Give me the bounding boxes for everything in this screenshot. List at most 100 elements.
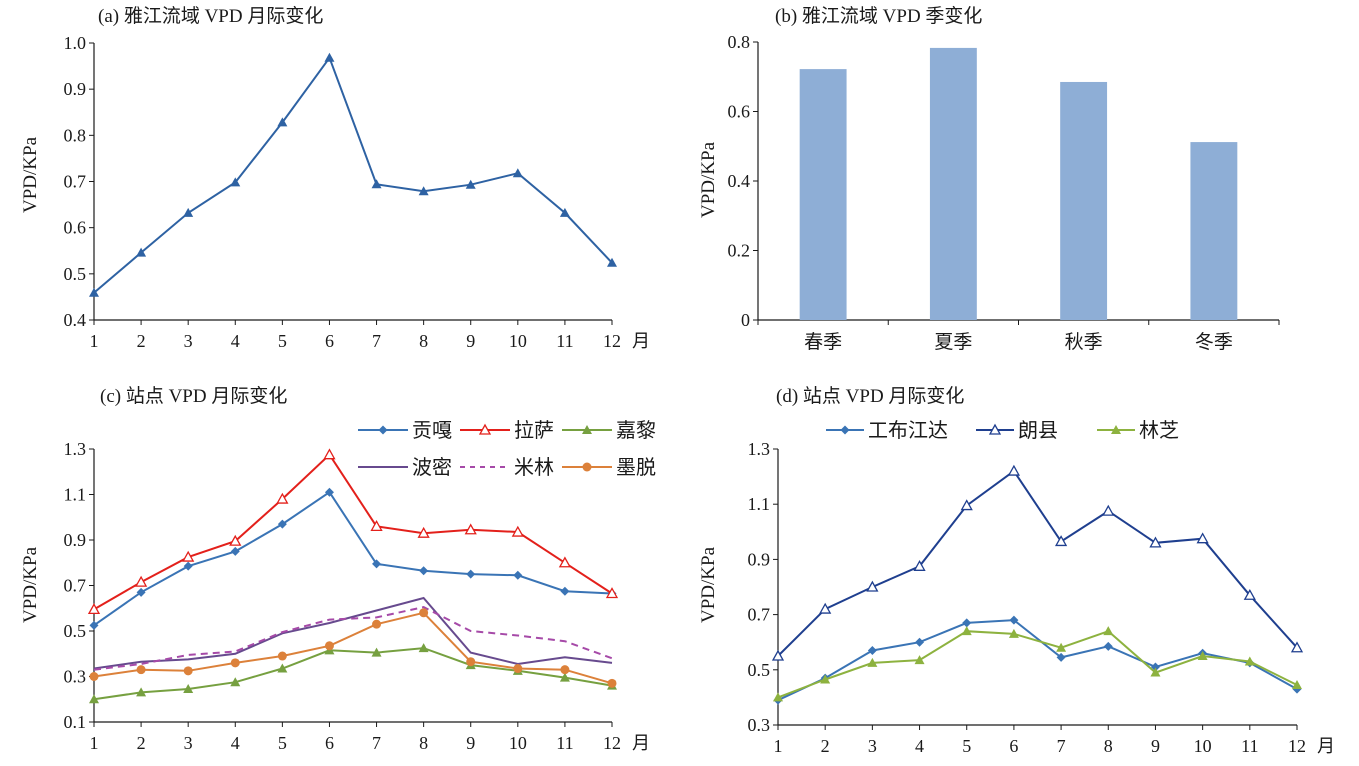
x-unit-label: 月 <box>632 331 650 351</box>
data-point <box>1150 667 1161 677</box>
legend-marker <box>582 425 592 434</box>
data-point <box>277 519 287 529</box>
data-point <box>1244 656 1255 666</box>
x-tick-label: 4 <box>231 331 240 351</box>
data-point <box>771 649 785 661</box>
y-tick-label: 1.1 <box>748 494 771 514</box>
panel-b-title: (b) 雅江流域 VPD 季变化 <box>775 5 982 27</box>
bar-夏季 <box>929 47 977 320</box>
data-point <box>324 641 334 651</box>
x-unit-label: 月 <box>632 733 650 753</box>
legend-marker <box>582 462 592 472</box>
x-category-label: 秋季 <box>1065 331 1103 353</box>
data-point <box>277 651 287 661</box>
data-point <box>418 643 429 653</box>
y-tick-label: 0.3 <box>64 667 87 687</box>
legend-label: 贡嘎 <box>412 420 452 442</box>
series-line-雅江流域 <box>93 55 613 294</box>
data-point <box>371 179 382 189</box>
data-point <box>371 647 382 657</box>
data-point <box>372 619 382 629</box>
data-point <box>418 186 429 196</box>
x-tick-label: 2 <box>137 733 146 753</box>
y-tick-label: 0.1 <box>64 712 87 732</box>
data-point <box>89 620 99 630</box>
panel-c-ylabel: VPD/KPa <box>20 546 41 623</box>
data-point <box>370 520 383 531</box>
data-point <box>1149 536 1162 548</box>
data-point <box>913 559 926 571</box>
y-tick-label: 0.5 <box>64 264 87 284</box>
data-point <box>466 657 476 667</box>
series-line-工布江达 <box>777 619 1298 702</box>
data-point <box>183 684 194 694</box>
data-point <box>1290 641 1304 653</box>
data-point <box>962 618 972 628</box>
data-point <box>1007 464 1021 476</box>
y-tick-label: 0.9 <box>64 530 87 550</box>
data-point <box>867 645 877 655</box>
y-tick-label: 0.7 <box>64 172 87 192</box>
x-category-label: 冬季 <box>1195 331 1233 353</box>
data-point <box>511 525 524 537</box>
data-point <box>136 687 147 697</box>
data-point <box>558 556 572 568</box>
y-tick-label: 0.6 <box>64 218 87 238</box>
legend-label: 米林 <box>514 456 554 479</box>
x-unit-label: 月 <box>1317 736 1335 756</box>
panel-d-ylabel: VPD/KPa <box>698 546 719 623</box>
x-tick-label: 5 <box>278 331 287 351</box>
data-point <box>560 665 570 675</box>
data-point <box>136 247 147 257</box>
data-point <box>417 526 430 538</box>
y-tick-label: 0.5 <box>748 660 771 680</box>
data-point <box>419 608 429 618</box>
x-tick-label: 11 <box>1241 736 1258 756</box>
legend-label: 拉萨 <box>514 419 554 442</box>
data-point <box>183 561 193 571</box>
data-point <box>559 672 570 682</box>
y-tick-label: 1.0 <box>64 33 87 53</box>
data-point <box>183 666 193 676</box>
x-tick-label: 3 <box>184 733 193 753</box>
legend-marker <box>840 425 850 435</box>
x-tick-label: 11 <box>556 331 573 351</box>
x-tick-label: 11 <box>556 733 573 753</box>
x-tick-label: 10 <box>509 331 527 351</box>
data-point <box>324 487 334 497</box>
data-point <box>89 287 99 297</box>
data-point <box>560 586 570 596</box>
x-tick-label: 12 <box>603 733 621 753</box>
series-line-波密 <box>93 596 613 670</box>
x-tick-label: 12 <box>1288 736 1306 756</box>
data-point <box>372 559 382 569</box>
x-tick-label: 6 <box>325 733 334 753</box>
y-tick-label: 0.7 <box>748 605 771 625</box>
x-tick-label: 4 <box>915 736 924 756</box>
data-point <box>605 587 619 599</box>
series-line-米林 <box>93 606 613 671</box>
panel-d-title: (d) 站点 VPD 月际变化 <box>776 385 964 407</box>
x-tick-label: 3 <box>184 331 193 351</box>
x-tick-label: 10 <box>509 733 527 753</box>
data-point <box>866 580 879 592</box>
data-point <box>1292 679 1302 689</box>
data-point <box>512 168 523 178</box>
data-point <box>419 566 429 576</box>
legend-label: 工布江达 <box>868 419 948 442</box>
x-tick-label: 1 <box>774 736 783 756</box>
data-point <box>559 207 570 217</box>
legend-label: 墨脱 <box>616 456 656 479</box>
data-point <box>89 694 99 704</box>
y-tick-label: 0.8 <box>64 125 87 145</box>
y-tick-label: 0.4 <box>64 310 87 330</box>
data-point <box>1243 588 1256 600</box>
series-line-贡嘎 <box>93 490 613 627</box>
bar-冬季 <box>1190 142 1238 320</box>
panel-a-ylabel: VPD/KPa <box>20 136 41 213</box>
data-point <box>607 678 617 688</box>
y-tick-label: 0.4 <box>728 171 751 191</box>
series-line-拉萨 <box>93 453 613 611</box>
data-point <box>276 492 289 504</box>
data-point <box>773 692 783 702</box>
